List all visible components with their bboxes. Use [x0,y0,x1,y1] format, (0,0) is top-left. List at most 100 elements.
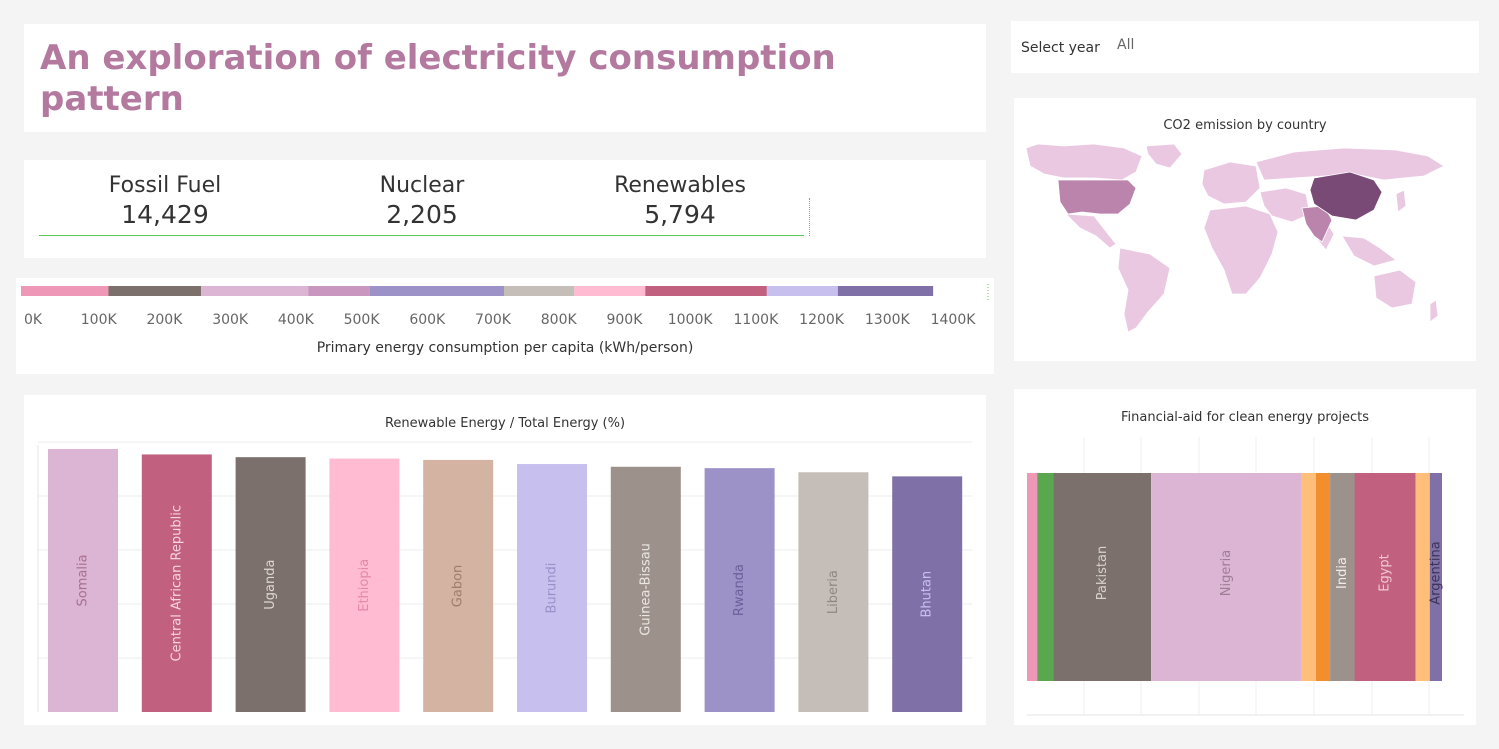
x-axis-title: Primary energy consumption per capita (k… [316,340,694,356]
stacked-bar-segment[interactable] [766,286,838,296]
map-region-europe [1201,161,1261,205]
aid-segment[interactable] [1037,473,1054,681]
map-region-canada [1025,144,1143,181]
map-region-japan [1395,189,1407,213]
kpi-divider-tick [809,198,810,236]
bar-label: Liberia [826,570,841,614]
x-tick-label: 300K [212,312,249,328]
financial-aid-panel: Financial-aid for clean energy projects … [1014,389,1476,725]
kpi-label: Renewables [614,173,746,198]
chart-title: Financial-aid for clean energy projects [1120,410,1369,425]
bar[interactable] [423,459,494,712]
x-tick-label: 1200K [799,312,845,328]
year-filter-label: Select year [1021,40,1100,56]
kpi-panel: Fossil Fuel 14,429 Nuclear 2,205 Renewab… [24,160,986,258]
x-tick-label: 500K [344,312,381,328]
x-tick-label: 700K [475,312,512,328]
bar-label: Burundi [545,563,560,614]
stacked-bar-segment[interactable] [201,286,309,296]
map-region-south-america [1117,247,1171,333]
kpi-divider [39,235,804,236]
map-region-usa [1057,179,1137,215]
map-region-africa [1203,205,1279,295]
stacked-bar-segment[interactable] [837,286,934,296]
stacked-bar-segment[interactable] [108,286,202,296]
energy-per-capita-panel: 0K 100K 200K 300K 400K 500K 600K 700K 800K 900K 10… [16,278,994,374]
bar[interactable] [892,476,963,712]
kpi-value: 14,429 [121,200,209,229]
energy-per-capita-chart: 0K 100K 200K 300K 400K 500K 600K 700K 800K 900K 10… [21,284,989,328]
year-filter-panel: Select year All [1011,21,1479,73]
map-region-middle-east [1259,187,1311,223]
map-region-australia [1373,269,1417,309]
kpi-label: Nuclear [379,173,465,198]
bar-label: Somalia [76,554,91,606]
stacked-bar-segment[interactable] [369,286,504,296]
bar-label: Gabon [451,565,466,608]
map-region-china [1309,171,1383,221]
aid-segment[interactable] [1330,473,1355,681]
bar-label: Guinea-Bissau [638,543,653,636]
map-region-russia [1255,147,1445,181]
stacked-bar-segment[interactable] [574,286,646,296]
stacked-bar-segment[interactable] [504,286,575,296]
bar[interactable] [798,472,869,712]
kpi-fossil-fuel: Fossil Fuel 14,429 [65,172,265,230]
aid-segment-label: Argentina [1428,541,1443,604]
map-title: CO2 emission by country [1163,118,1327,133]
bar-label: Rwanda [732,564,747,616]
bar[interactable] [141,454,212,712]
page-title: An exploration of electricity consumptio… [40,38,836,119]
x-tick-label: 1000K [668,312,714,328]
x-tick-label: 100K [81,312,118,328]
map-region-greenland [1145,144,1183,169]
co2-map-panel: CO2 emission by country [1014,98,1476,361]
map-region-southeast-asia [1341,235,1397,267]
bar-label: Ethiopia [357,559,372,612]
x-tick-label: 0K [24,312,43,328]
aid-segment[interactable] [1415,473,1430,681]
bar[interactable] [235,457,306,712]
stacked-bar-segment[interactable] [21,286,109,296]
renewable-share-chart: Somalia Central African Republic Uganda Eth… [37,441,972,712]
renewable-share-panel: Renewable Energy / Total Energy (%) Soma… [24,395,986,725]
x-tick-label: 900K [606,312,643,328]
x-tick-label: 1400K [931,312,977,328]
aid-segment[interactable] [1151,473,1302,681]
map-region-new-zealand [1429,299,1439,323]
bar-label: Central African Republic [169,505,184,661]
aid-segment[interactable] [1053,473,1152,681]
kpi-value: 5,794 [644,200,716,229]
kpi-value: 2,205 [386,200,458,229]
kpi-renewables: Renewables 5,794 [580,172,780,230]
bar[interactable] [610,466,681,712]
aid-segment[interactable] [1354,473,1416,681]
aid-segment[interactable] [1429,473,1442,681]
x-tick-label: 600K [409,312,446,328]
chart-title: Renewable Energy / Total Energy (%) [384,416,626,431]
bar-label: Bhutan [920,571,935,618]
map-region-mexico [1064,213,1117,249]
stacked-bar-segment[interactable] [308,286,370,296]
bar[interactable] [48,448,118,712]
aid-segment-label: Egypt [1378,554,1393,592]
title-panel: An exploration of electricity consumptio… [24,24,986,132]
bar[interactable] [517,464,587,712]
bar-label: Uganda [263,559,278,609]
x-tick-label: 200K [146,312,183,328]
financial-aid-chart: Pakistan Nigeria India Egypt Argentina [1027,437,1464,716]
aid-segment-label: Nigeria [1219,550,1234,597]
co2-world-map[interactable] [1024,144,1468,336]
year-filter-dropdown[interactable]: All [1117,37,1135,53]
kpi-label: Fossil Fuel [108,173,222,198]
x-tick-label: 400K [278,312,315,328]
x-tick-label: 1100K [733,312,779,328]
aid-segment[interactable] [1301,473,1316,681]
aid-segment-label: India [1335,557,1350,589]
bar[interactable] [704,468,775,712]
aid-segment[interactable] [1027,473,1038,681]
aid-segment[interactable] [1315,473,1331,681]
kpi-nuclear: Nuclear 2,205 [322,172,522,230]
bar[interactable] [329,458,400,712]
stacked-bar-segment[interactable] [645,286,767,296]
